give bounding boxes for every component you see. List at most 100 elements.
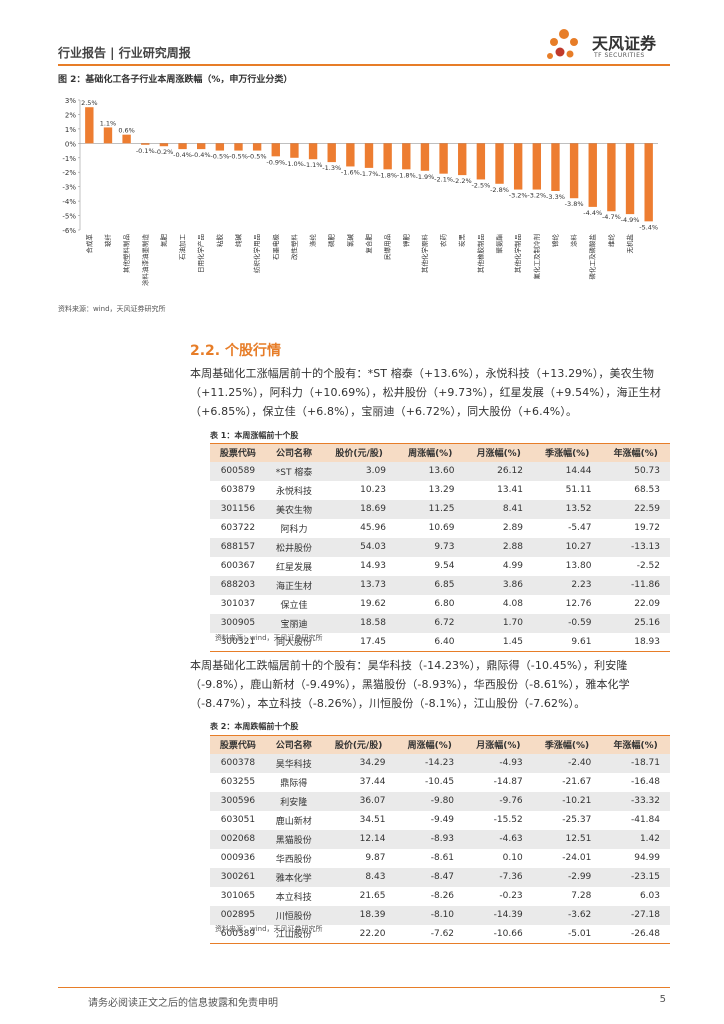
x-tick-label: 纯碱 (233, 234, 242, 248)
table-cell: -10.21 (532, 791, 602, 811)
table-row: 002068 黑猫股份 12.14 -8.93 -4.63 12.51 1.42 (210, 829, 670, 849)
column-header: 季涨幅(%) (532, 735, 602, 754)
table-row: 300321 同大股份 17.45 6.40 1.45 9.61 18.93 (210, 632, 670, 652)
gainers-table: 股票代码 公司名称 股价(元/股) 周涨幅(%) 月涨幅(%) 季涨幅(%) 年涨幅(%) 6… (210, 443, 670, 652)
column-header: 年涨幅(%) (601, 443, 670, 462)
table-cell: 昊华科技 (265, 753, 322, 773)
data-label: -0.4% (173, 151, 192, 159)
table-cell: -2.99 (532, 867, 602, 887)
x-tick-label: 钾肥 (401, 234, 410, 248)
table-cell: 6.03 (639, 891, 660, 901)
x-tick-label: 改性塑料 (289, 234, 298, 261)
data-label: -5.4% (639, 223, 658, 231)
x-tick-label: 磷肥 (327, 234, 336, 248)
x-tick-label: 日用化学产品 (196, 234, 205, 273)
y-tick-label: -1% (62, 155, 76, 163)
table-cell: 4.08 (502, 599, 523, 609)
table-cell: -27.18 (601, 905, 670, 925)
table-cell: 12.76 (565, 599, 592, 609)
table-cell: 江山股份 (265, 924, 322, 944)
y-tick-label: -4% (62, 198, 76, 206)
table-cell: 8.43 (321, 867, 396, 887)
data-label: -1.6% (341, 168, 360, 176)
table-cell: 300261 (210, 867, 266, 887)
table-cell: 鹿山新材 (275, 816, 312, 827)
table-cell: 6.85 (395, 575, 465, 595)
data-label: -0.9% (266, 158, 285, 166)
data-label: -2.8% (490, 186, 509, 194)
table-cell: -4.63 (464, 829, 533, 849)
data-label: -1.3% (322, 164, 341, 172)
bar (532, 143, 542, 190)
x-tick-label: 涂料 (569, 234, 578, 248)
table-cell: 松井股份 (265, 537, 323, 557)
data-label: -1.1% (304, 161, 323, 169)
table-cell: -9.49 (430, 815, 455, 825)
table-cell: 688157 (210, 537, 266, 557)
table-cell: -8.61 (430, 853, 455, 863)
table-cell: 13.73 (322, 575, 396, 595)
bar (364, 143, 374, 168)
x-tick-label: 农药 (439, 234, 448, 248)
bar (327, 143, 336, 163)
table-cell: 300596 (210, 791, 266, 811)
page-header: 行业报告 | 行业研究周报 天风证券 TF SECURITIES (58, 29, 670, 68)
table-cell: 川恒股份 (265, 905, 322, 925)
table-row: 300261 雅本化学 8.43 -8.47 -7.36 -2.99 -23.15 (210, 867, 670, 887)
x-tick-label: 其他化学制品 (513, 234, 522, 273)
table-cell: -26.48 (601, 924, 670, 944)
table-cell: 002895 (210, 905, 266, 925)
x-tick-label: 氟化工及制冷剂 (532, 234, 541, 280)
table-cell: 永悦科技 (276, 486, 313, 497)
table-cell: -9.80 (395, 791, 465, 811)
x-tick-label: 民爆用品 (383, 234, 392, 260)
table-cell: 300905 (210, 613, 266, 633)
data-label: -4.7% (602, 213, 621, 221)
column-header: 股价(元/股) (322, 443, 396, 462)
table2-source: 资料来源：wind，天风证券研究所 (215, 925, 323, 933)
data-label: -0.5% (229, 153, 248, 161)
table-cell: 26.12 (464, 461, 533, 481)
data-label: 2.5% (81, 99, 98, 107)
x-tick-label: 无机盐 (625, 234, 634, 254)
table-row: 600589 *ST 榕泰 3.09 13.60 26.12 14.44 50.73 (210, 461, 670, 481)
table-cell: 宝丽迪 (265, 613, 323, 633)
table-cell: 10.69 (428, 523, 455, 533)
logo-subtext: TF SECURITIES (594, 52, 645, 59)
x-tick-label: 锦纶 (550, 234, 559, 248)
bar (346, 143, 355, 167)
table-cell: 1.45 (464, 632, 533, 652)
table-row: 300905 宝丽迪 18.58 6.72 1.70 -0.59 25.16 (210, 613, 670, 633)
x-tick-label: 氯碱 (345, 234, 354, 248)
table-cell: *ST 榕泰 (265, 461, 323, 481)
bar (476, 143, 486, 180)
bar (513, 143, 523, 190)
table-cell: 7.28 (571, 891, 592, 901)
column-header: 公司名称 (265, 443, 323, 462)
x-tick-label: 磷化工及磷酸盐 (588, 234, 597, 280)
data-label: -0.5% (248, 153, 267, 161)
table-cell: 18.69 (322, 499, 396, 519)
column-header: 股票代码 (210, 443, 266, 462)
table-row: 300596 利安隆 36.07 -9.80 -9.76 -10.21 -33.32 (210, 791, 670, 811)
data-label: 1.1% (100, 119, 117, 127)
data-label: -0.4% (192, 151, 211, 159)
table-row: 688157 松井股份 54.03 9.73 2.88 10.27 -13.13 (210, 537, 670, 557)
table-cell: 13.29 (428, 485, 455, 495)
footer-disclaimer: 请务必阅读正文之后的信息披露和免责申明 (88, 998, 278, 1009)
table-cell: 保立佳 (280, 600, 308, 611)
table-cell: 22.59 (601, 499, 670, 519)
table-cell: 6.80 (434, 599, 455, 609)
table-cell: 18.93 (601, 632, 670, 652)
bar (625, 143, 635, 215)
table-cell: 18.39 (321, 905, 396, 925)
column-header: 月涨幅(%) (464, 735, 533, 754)
table-cell: -14.39 (464, 905, 533, 925)
x-tick-label: 粘胶 (215, 234, 224, 248)
y-tick-label: 0% (65, 140, 76, 148)
table-cell: 12.51 (532, 829, 602, 849)
table-cell: -33.32 (601, 791, 670, 811)
y-tick-label: 1% (65, 126, 76, 134)
table-cell: -5.01 (532, 924, 602, 944)
table-cell: 68.53 (634, 485, 660, 495)
